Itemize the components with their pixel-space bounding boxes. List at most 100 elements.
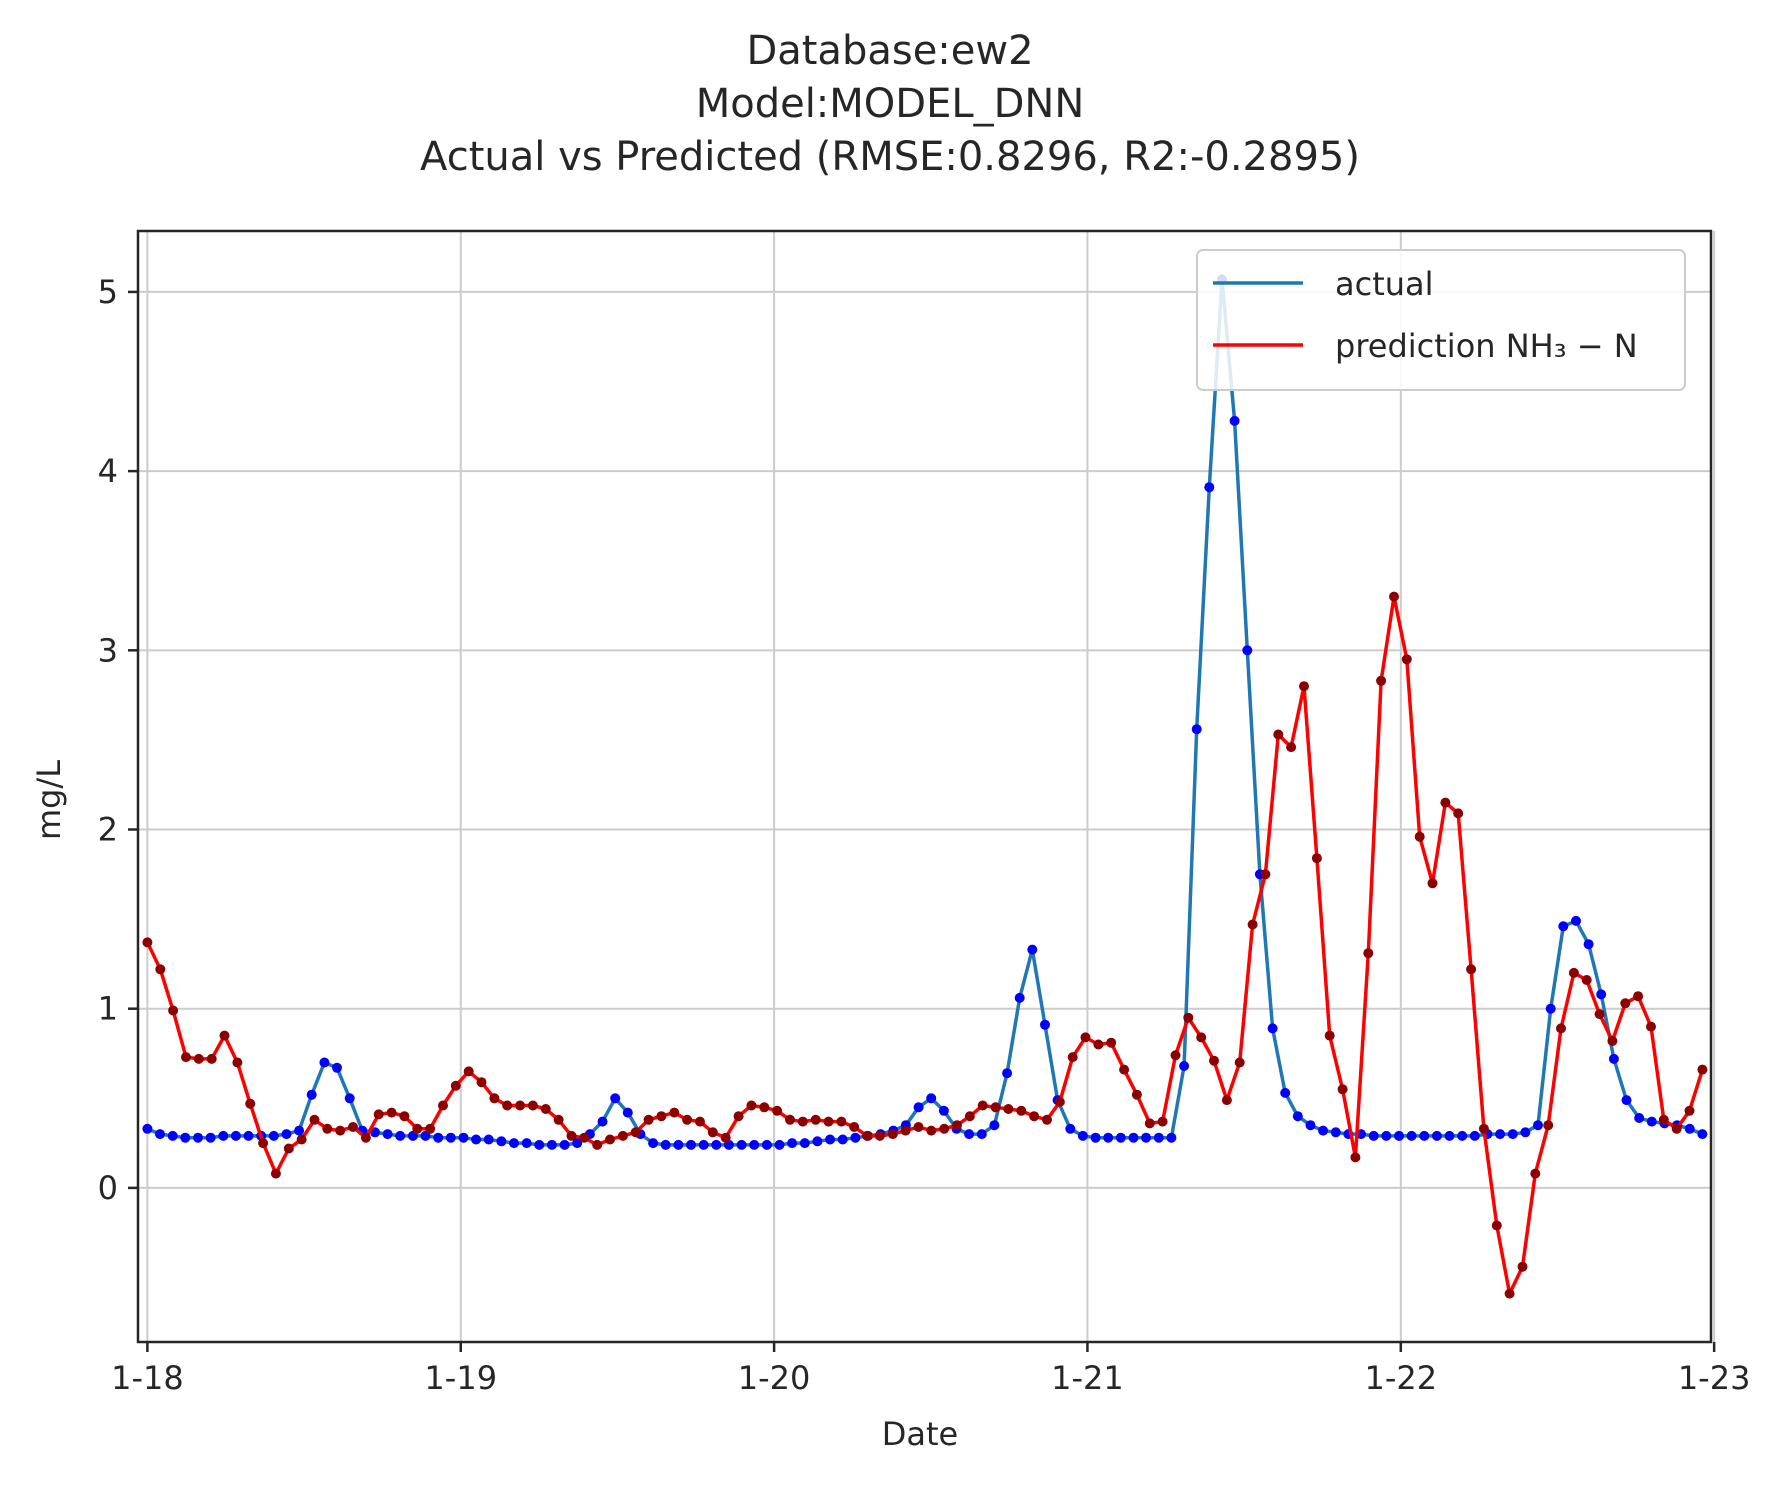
point-actual-19 (382, 1129, 393, 1140)
point-actual-97 (1368, 1130, 1379, 1141)
point-prediction-28 (502, 1100, 513, 1111)
point-actual-63 (938, 1105, 949, 1116)
point-actual-82 (1179, 1061, 1190, 1071)
point-prediction-10 (270, 1168, 281, 1179)
point-prediction-105 (1491, 1220, 1502, 1231)
x-tick-label-3: 1-21 (1051, 1359, 1124, 1397)
point-actual-104 (1457, 1130, 1468, 1141)
point-actual-53 (812, 1136, 823, 1147)
point-prediction-76 (1119, 1064, 1130, 1075)
point-actual-110 (1533, 1120, 1543, 1131)
point-actual-0 (142, 1123, 153, 1134)
point-actual-26 (471, 1134, 482, 1145)
point-actual-113 (1571, 915, 1581, 926)
point-actual-1 (155, 1129, 165, 1140)
point-actual-27 (483, 1134, 494, 1145)
y-tick-label-1: 1 (98, 990, 118, 1028)
point-actual-55 (837, 1134, 848, 1145)
point-prediction-89 (1286, 742, 1297, 753)
point-prediction-109 (1543, 1120, 1554, 1131)
title-line-3: Actual vs Predicted (RMSE:0.8296, R2:-0.… (420, 134, 1360, 180)
x-tick-label-2: 1-20 (738, 1359, 811, 1397)
point-prediction-26 (476, 1077, 487, 1088)
title-line-2: Model:MODEL_DNN (696, 81, 1085, 127)
point-actual-94 (1330, 1127, 1341, 1138)
point-prediction-40 (656, 1111, 667, 1122)
point-actual-5 (205, 1132, 216, 1143)
point-actual-77 (1115, 1132, 1126, 1143)
point-actual-10 (268, 1130, 279, 1141)
point-actual-29 (509, 1138, 519, 1149)
point-actual-114 (1583, 939, 1594, 950)
point-prediction-111 (1568, 967, 1579, 978)
point-prediction-120 (1684, 1105, 1695, 1116)
point-prediction-62 (939, 1123, 950, 1134)
point-actual-83 (1191, 724, 1202, 735)
point-actual-65 (964, 1129, 975, 1140)
point-prediction-1 (155, 964, 166, 975)
point-prediction-69 (1029, 1111, 1040, 1122)
point-actual-78 (1128, 1132, 1139, 1143)
point-prediction-51 (797, 1116, 808, 1127)
point-prediction-36 (605, 1134, 615, 1145)
point-actual-34 (572, 1138, 583, 1149)
point-prediction-37 (617, 1130, 628, 1141)
point-prediction-59 (900, 1125, 911, 1136)
point-actual-122 (1684, 1123, 1695, 1134)
point-prediction-5 (206, 1053, 217, 1064)
point-prediction-74 (1093, 1039, 1104, 1050)
point-prediction-31 (540, 1104, 551, 1114)
y-tick-label-3: 3 (98, 631, 118, 669)
point-actual-112 (1558, 921, 1569, 932)
point-actual-117 (1621, 1095, 1632, 1106)
point-actual-43 (686, 1139, 696, 1150)
point-prediction-78 (1144, 1118, 1155, 1129)
point-prediction-9 (258, 1138, 269, 1149)
point-prediction-45 (720, 1132, 731, 1143)
point-prediction-42 (682, 1114, 693, 1125)
point-prediction-3 (181, 1052, 191, 1063)
point-prediction-21 (412, 1123, 423, 1134)
point-prediction-121 (1697, 1064, 1708, 1075)
point-actual-67 (989, 1120, 1000, 1131)
point-prediction-49 (772, 1105, 783, 1116)
point-prediction-91 (1311, 853, 1322, 864)
point-actual-47 (736, 1139, 747, 1150)
point-prediction-32 (553, 1114, 564, 1125)
tick-labels: 1-18 1-19 1-20 1-21 1-22 1-23 0 1 2 3 4 5 (98, 273, 1751, 1397)
point-prediction-70 (1042, 1114, 1052, 1125)
point-actual-23 (433, 1132, 444, 1143)
point-prediction-80 (1170, 1050, 1181, 1061)
point-prediction-84 (1221, 1095, 1232, 1106)
point-prediction-15 (335, 1125, 346, 1136)
point-prediction-20 (399, 1111, 410, 1122)
point-prediction-19 (386, 1107, 397, 1118)
point-actual-50 (774, 1139, 785, 1150)
point-prediction-87 (1260, 869, 1271, 880)
point-prediction-29 (515, 1100, 526, 1111)
point-actual-103 (1444, 1130, 1455, 1141)
point-prediction-83 (1209, 1055, 1219, 1066)
point-actual-40 (648, 1138, 659, 1149)
point-prediction-43 (695, 1116, 705, 1127)
point-actual-54 (825, 1134, 836, 1145)
point-prediction-92 (1324, 1030, 1335, 1041)
x-tick-label-0: 1-18 (111, 1359, 184, 1397)
point-prediction-65 (977, 1100, 988, 1111)
point-actual-4 (193, 1132, 203, 1143)
point-actual-101 (1419, 1130, 1430, 1141)
point-prediction-18 (373, 1109, 384, 1120)
y-tick-label-2: 2 (98, 811, 118, 849)
point-actual-115 (1596, 989, 1607, 1000)
point-prediction-107 (1517, 1261, 1528, 1272)
axes (128, 229, 1716, 1352)
plot-frame (136, 229, 1713, 1344)
point-actual-44 (698, 1139, 709, 1150)
point-prediction-53 (823, 1116, 834, 1127)
point-prediction-47 (746, 1100, 757, 1111)
y-tick-label-0: 0 (98, 1169, 118, 1207)
point-prediction-102 (1453, 808, 1464, 819)
point-prediction-118 (1658, 1114, 1669, 1125)
title-line-1: Database:ew2 (746, 28, 1033, 74)
